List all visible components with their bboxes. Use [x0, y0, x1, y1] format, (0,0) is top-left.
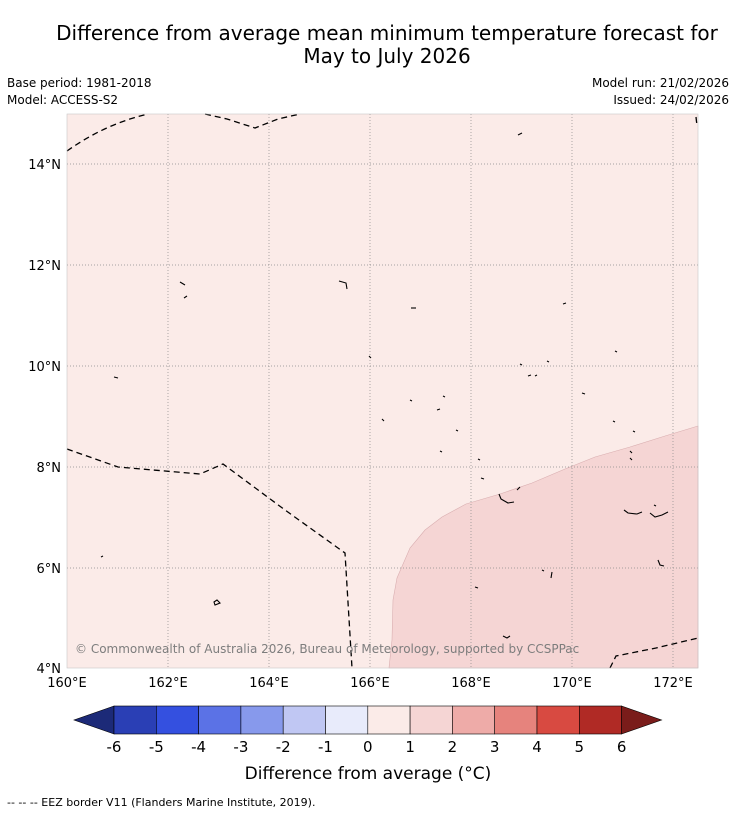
colorbar-tick-label: -4 [191, 738, 206, 756]
colorbar-bin [325, 705, 369, 735]
eez-border-southeast [609, 637, 699, 669]
island [477, 458, 481, 461]
island [474, 586, 479, 589]
map-title-line2: May to July 2026 [303, 44, 471, 68]
colorbar-bin [494, 705, 538, 735]
lon-label-168e: 168°E [451, 676, 491, 691]
colorbar-arrow-low [73, 705, 115, 735]
lat-label-14n: 14°N [28, 158, 61, 173]
lat-label-6n: 6°N [37, 562, 62, 577]
colorbar-tick-label: -5 [149, 738, 164, 756]
eez-borders [66, 113, 699, 669]
island [338, 280, 348, 290]
base-period-text: Base period: 1981-2018 [7, 76, 152, 90]
colorbar-arrow-high [621, 705, 663, 735]
island [516, 486, 521, 491]
colorbar-tick-label: 1 [405, 738, 415, 756]
lon-label-170e: 170°E [552, 676, 592, 691]
colorbar-tick-label: 3 [490, 738, 500, 756]
island [498, 493, 515, 504]
map-title: Difference from average mean minimum tem… [0, 22, 736, 68]
colorbar-bin [198, 705, 242, 735]
island [113, 376, 119, 379]
island [502, 635, 511, 639]
lon-label-162e: 162°E [148, 676, 188, 691]
colorbar-tick-label: -6 [107, 738, 122, 756]
colorbar-tick-label: 0 [363, 738, 373, 756]
island [527, 374, 538, 377]
island [455, 429, 636, 433]
island [436, 408, 441, 411]
model-info-left: Base period: 1981-2018 Model: ACCESS-S2 [7, 76, 152, 110]
colorbar-ticks: -6 -5 -4 -3 -2 -1 0 1 2 3 4 5 6 [107, 738, 627, 756]
lon-label-172e: 172°E [653, 676, 693, 691]
colorbar-tick-label: 4 [532, 738, 542, 756]
map-frame [66, 113, 699, 669]
colorbar-tick-label: -3 [233, 738, 248, 756]
issued-text: Issued: 24/02/2026 [613, 93, 729, 107]
colorbar-tick-label: 2 [448, 738, 458, 756]
eez-legend: -- -- -- EEZ border V11 (Flanders Marine… [7, 796, 316, 809]
colorbar-bin [536, 705, 580, 735]
graticule [67, 114, 698, 668]
island [562, 302, 567, 305]
colorbar-bin [452, 705, 495, 735]
island [519, 360, 550, 366]
island [614, 350, 618, 353]
island [213, 599, 221, 606]
map-title-line1: Difference from average mean minimum tem… [56, 21, 718, 45]
lat-label-4n: 4°N [37, 662, 62, 677]
longitude-labels: 160°E 162°E 164°E 166°E 168°E 170°E 172°… [47, 676, 693, 691]
eez-border-east-stub [695, 116, 698, 127]
colorbar-bin [282, 705, 326, 735]
anomaly-region-1-2 [388, 425, 699, 669]
lat-label-10n: 10°N [28, 360, 61, 375]
island [439, 450, 633, 461]
island [541, 569, 553, 579]
colorbar-bin [156, 705, 199, 735]
lon-label-160e: 160°E [47, 676, 87, 691]
colorbar-bin [409, 705, 453, 735]
island [517, 132, 523, 136]
model-info-right: Model run: 21/02/2026 Issued: 24/02/2026 [592, 76, 729, 110]
colorbar [73, 705, 663, 735]
copyright-notice: © Commonwealth of Australia 2026, Bureau… [75, 642, 579, 656]
lat-label-12n: 12°N [28, 259, 61, 274]
island [653, 504, 657, 507]
colorbar-bin [113, 705, 157, 735]
island [657, 559, 665, 567]
eez-border-north-2 [204, 113, 301, 129]
model-text: Model: ACCESS-S2 [7, 93, 119, 107]
island [368, 355, 372, 359]
island [100, 555, 104, 558]
eez-border-north [66, 113, 149, 152]
island [623, 509, 669, 518]
islands [100, 132, 669, 639]
forecast-map: 14°N 12°N 10°N 8°N 6°N 4°N 160°E 162°E 1… [28, 113, 699, 756]
lat-label-8n: 8°N [37, 461, 62, 476]
colorbar-bin [240, 705, 284, 735]
model-run-text: Model run: 21/02/2026 [591, 76, 729, 90]
colorbar-tick-label: 5 [575, 738, 585, 756]
eez-border-west [66, 448, 353, 669]
colorbar-bin [367, 705, 411, 735]
colorbar-tick-label: 6 [617, 738, 627, 756]
colorbar-label: Difference from average (°C) [244, 764, 492, 784]
colorbar-tick-label: -1 [318, 738, 333, 756]
colorbar-bin [578, 705, 622, 735]
island [581, 392, 586, 395]
island [480, 477, 485, 480]
island [409, 395, 446, 402]
latitude-labels: 14°N 12°N 10°N 8°N 6°N 4°N [28, 158, 61, 677]
lon-label-164e: 164°E [249, 676, 289, 691]
island [179, 281, 188, 299]
island [381, 418, 616, 423]
lon-label-166e: 166°E [350, 676, 390, 691]
colorbar-tick-label: -2 [276, 738, 291, 756]
